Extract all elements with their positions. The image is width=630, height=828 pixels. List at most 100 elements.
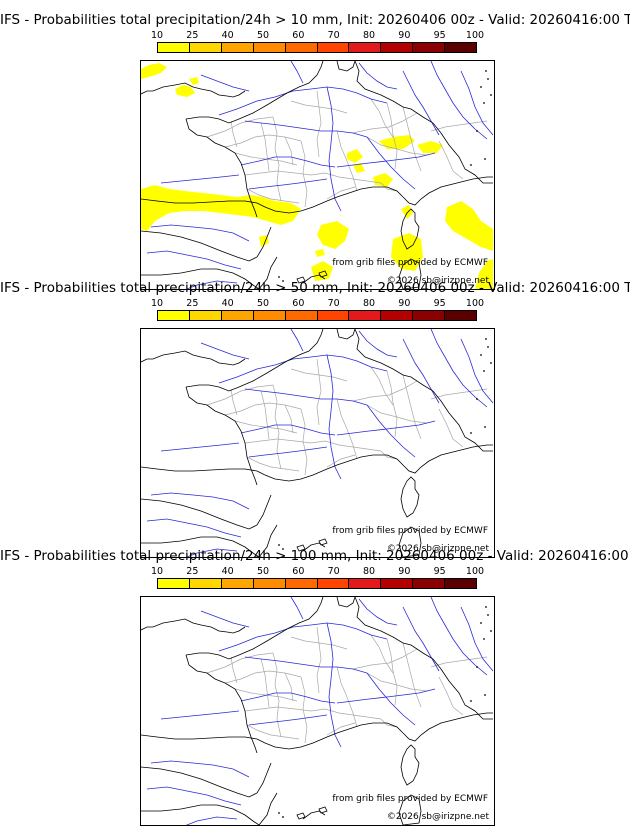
scale-tick-label: 40 [221,566,234,577]
coastline [336,329,356,340]
coastline [264,454,404,482]
source-credit: from grib files provided by ECMWF [332,258,488,268]
scale-tick-label: 90 [398,298,411,309]
region-border [430,120,488,132]
region-border [230,656,238,684]
region-border [284,136,294,166]
region-border [386,638,398,706]
region-border [300,676,308,744]
river [290,597,304,620]
region-border [300,140,308,208]
region-border [370,634,394,674]
river [200,342,250,360]
river [366,672,416,726]
color-scale-bar [157,42,477,53]
region-border [380,182,398,192]
region-border [336,398,358,460]
copyright-credit: ©2026 sb@irizpne.net [386,276,489,286]
island-outline [296,276,306,284]
scale-color-swatch [349,579,382,588]
river [200,610,250,628]
river [402,338,440,404]
island-dot [484,426,486,428]
scale-color-swatch [285,579,318,588]
island-dot [483,102,485,104]
river [326,354,342,480]
river [185,816,238,825]
scale-tick-label: 25 [186,298,199,309]
river [430,61,488,140]
coastline [264,186,404,214]
scale-tick-label: 40 [221,298,234,309]
rivers [146,329,494,557]
island-dot [484,158,486,160]
coastline [258,792,278,825]
region-border [234,688,298,702]
river [402,606,440,672]
island-dot [476,666,478,668]
region-border [326,186,356,200]
scale-tick-label: 50 [256,30,270,41]
map-svg [141,329,494,557]
panel-title: IFS - Probabilities total precipitation/… [0,12,630,28]
precip-area [347,149,363,163]
map-svg [141,597,494,825]
river [160,442,240,452]
region-border [246,456,300,472]
scale-color-swatch [285,311,318,320]
coastline [354,597,493,720]
region-border [402,374,422,440]
island-outline [318,538,328,546]
coastline [402,176,493,206]
region-border [370,98,394,138]
island-dot [490,362,492,364]
coastline [141,268,260,289]
region-border [260,658,270,708]
region-border [366,404,428,424]
color-scale-labels: 10 25 40 50 60 70 80 90 95 100 [151,30,484,41]
scale-tick-label: 80 [362,298,376,309]
region-border [206,116,274,138]
region-border [402,106,422,172]
scale-tick-label: 70 [327,566,340,577]
island-dot [476,398,478,400]
scale-color-swatch [413,43,446,52]
region-border [272,384,282,470]
precip-area [311,261,333,281]
region-border [316,358,322,426]
scale-tick-label: 90 [398,30,411,41]
scale-tick-label: 80 [362,30,376,41]
scale-color-swatch [381,43,414,52]
coastlines-and-borders [141,597,493,825]
region-border [290,636,348,650]
river [146,518,242,538]
scale-tick-label: 95 [433,566,446,577]
scale-tick-label: 25 [186,30,199,41]
river [336,152,436,168]
precip-area [401,205,413,219]
region-border [246,188,300,204]
island-dots [278,606,492,818]
island-dot [278,812,280,814]
river [160,174,240,184]
copyright-credit: ©2026 sb@irizpne.net [386,544,489,554]
river [240,692,336,704]
color-scale-labels: 10 25 40 50 60 70 80 90 95 100 [151,298,484,309]
scale-tick-label: 10 [150,30,164,41]
coastline [185,654,258,754]
region-border [326,722,356,736]
scale-tick-label: 70 [327,30,340,41]
precip-area [175,85,195,97]
river [358,62,398,90]
region-borders [206,90,488,208]
color-scale-bar [157,578,477,589]
region-border [244,706,312,712]
sardinia-outline [398,794,422,825]
region-border [310,708,382,720]
region-border [224,134,302,148]
source-credit: from grib files provided by ECMWF [332,794,488,804]
scale-color-swatch [445,579,477,588]
scale-color-swatch [285,43,318,52]
island-dot [282,548,284,550]
coastline [141,198,266,208]
